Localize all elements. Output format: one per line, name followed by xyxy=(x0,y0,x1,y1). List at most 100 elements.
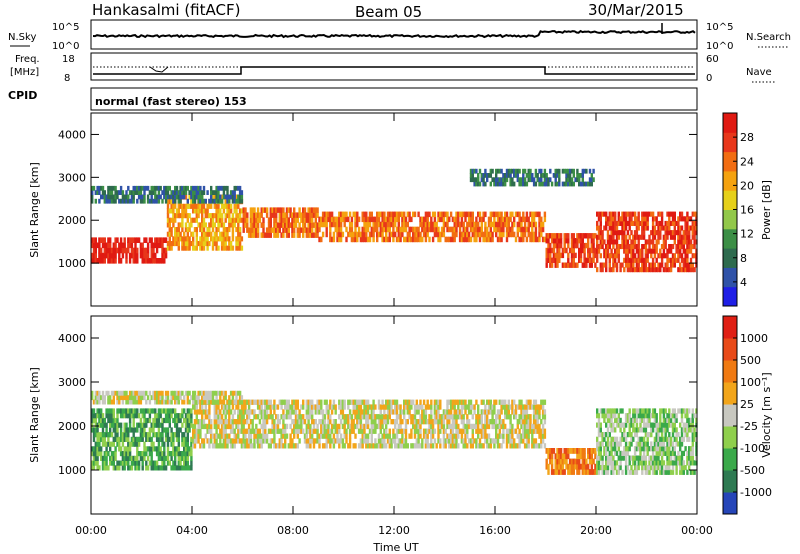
data-cell xyxy=(639,417,642,423)
data-cell xyxy=(109,455,112,461)
data-cell xyxy=(448,226,451,233)
data-cell xyxy=(413,226,417,233)
data-cell xyxy=(651,211,655,217)
data-cell xyxy=(256,399,260,405)
data-cell xyxy=(150,247,153,254)
data-cell xyxy=(183,241,186,247)
data-cell xyxy=(478,236,482,243)
data-cell xyxy=(581,233,584,239)
data-cell xyxy=(388,404,391,410)
data-cell xyxy=(558,458,561,465)
data-cell xyxy=(469,168,473,174)
data-cell xyxy=(211,241,215,247)
data-cell xyxy=(112,198,115,204)
colorbar-segment xyxy=(723,190,737,210)
data-cell xyxy=(664,446,667,452)
data-cell xyxy=(174,413,177,419)
data-cell xyxy=(509,173,512,178)
data-cell xyxy=(192,443,195,449)
data-cell xyxy=(513,216,516,223)
data-cell xyxy=(179,413,182,419)
data-cell xyxy=(590,448,593,454)
data-cell xyxy=(623,455,626,461)
data-cell xyxy=(579,233,583,239)
data-cell xyxy=(605,220,608,226)
data-cell xyxy=(287,222,290,228)
data-cell xyxy=(527,226,530,233)
data-cell xyxy=(260,222,263,228)
data-cell xyxy=(92,451,96,457)
data-cell xyxy=(491,409,494,415)
data-cell xyxy=(534,181,538,187)
data-cell xyxy=(646,441,649,447)
data-cell xyxy=(664,427,667,433)
data-cell xyxy=(444,438,447,444)
data-cell xyxy=(363,423,366,430)
data-cell xyxy=(486,173,489,178)
data-cell xyxy=(278,399,281,405)
data-cell xyxy=(249,222,253,228)
data-cell xyxy=(489,226,492,233)
data-cell xyxy=(208,428,211,434)
data-cell xyxy=(437,428,440,434)
data-cell xyxy=(624,460,628,466)
data-cell xyxy=(312,404,316,410)
data-cell xyxy=(442,231,446,238)
data-cell xyxy=(529,221,532,228)
data-cell xyxy=(199,433,202,439)
data-cell xyxy=(428,428,431,434)
data-cell xyxy=(289,409,292,415)
data-cell xyxy=(486,226,489,233)
data-cell xyxy=(688,455,691,461)
data-cell xyxy=(357,226,361,233)
data-cell xyxy=(691,220,694,226)
data-cell xyxy=(91,451,94,457)
data-cell xyxy=(321,414,325,420)
data-cell xyxy=(186,422,189,428)
data-cell xyxy=(179,185,182,191)
data-cell xyxy=(653,253,657,259)
data-cell xyxy=(285,217,289,223)
data-cell xyxy=(121,198,125,204)
data-cell xyxy=(621,211,624,217)
data-cell xyxy=(233,208,236,214)
data-cell xyxy=(679,253,682,259)
data-cell xyxy=(610,413,613,419)
data-cell xyxy=(148,408,152,414)
data-cell xyxy=(671,216,675,222)
data-cell xyxy=(137,185,141,191)
data-cell xyxy=(235,194,238,200)
data-cell xyxy=(675,455,678,461)
data-cell xyxy=(614,446,617,452)
data-cell xyxy=(109,237,112,243)
data-cell xyxy=(558,238,561,244)
data-cell xyxy=(336,428,339,434)
data-cell xyxy=(175,422,179,428)
data-cell xyxy=(567,469,570,475)
data-cell xyxy=(105,465,108,471)
data-cell xyxy=(215,185,218,191)
data-cell xyxy=(296,419,299,425)
data-cell xyxy=(532,404,536,410)
data-cell xyxy=(642,465,646,471)
data-cell xyxy=(668,441,671,447)
ytick-label: 3000 xyxy=(58,171,86,184)
data-cell xyxy=(522,433,525,439)
data-cell xyxy=(545,181,548,187)
data-cell xyxy=(119,185,123,191)
data-cell xyxy=(574,262,577,268)
data-cell xyxy=(175,236,179,242)
data-cell xyxy=(96,436,99,442)
data-cell xyxy=(675,244,678,250)
data-cell xyxy=(482,181,485,187)
data-cell xyxy=(587,453,590,460)
data-cell xyxy=(466,423,469,430)
data-cell xyxy=(183,451,186,457)
data-cell xyxy=(327,428,330,434)
data-cell xyxy=(159,194,162,200)
data-cell xyxy=(329,231,332,238)
data-cell xyxy=(545,177,548,183)
data-cell xyxy=(204,222,207,228)
data-cell xyxy=(469,177,473,183)
data-cell xyxy=(451,428,455,434)
